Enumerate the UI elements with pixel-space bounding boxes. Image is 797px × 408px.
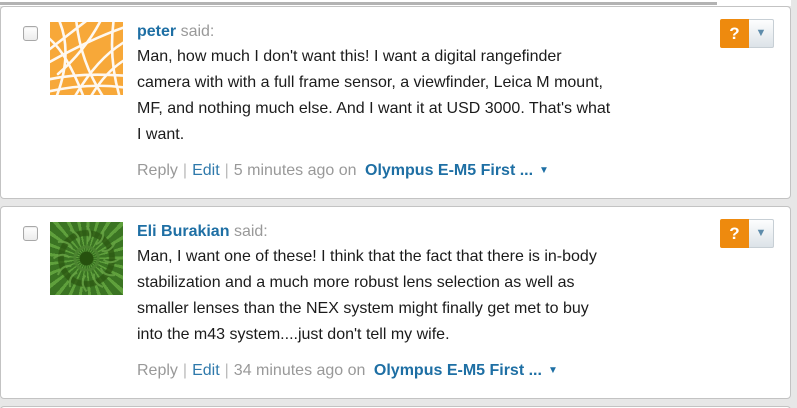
on-label: on <box>347 362 366 379</box>
caret-down-icon: ▼ <box>547 365 558 376</box>
comment-byline: Eli Burakian said: <box>137 221 597 243</box>
avatar <box>50 22 123 95</box>
edit-link[interactable]: Edit <box>192 362 220 379</box>
moderation-actions: ? ▼ <box>720 219 774 248</box>
on-label: on <box>338 162 357 179</box>
green-swirl-identicon-image <box>52 224 121 293</box>
separator: | <box>182 162 188 179</box>
comment-card-inner: peter said: Man, how much I don't want t… <box>1 7 790 198</box>
actions-dropdown-button[interactable]: ▼ <box>749 19 774 48</box>
avatar <box>50 222 123 295</box>
author-link[interactable]: Eli Burakian <box>137 223 230 240</box>
comment-byline: peter said: <box>137 21 610 43</box>
separator: | <box>224 362 229 379</box>
separator: | <box>224 162 229 179</box>
flag-button[interactable]: ? <box>720 219 749 248</box>
caret-down-icon: ▼ <box>755 27 767 39</box>
flag-button[interactable]: ? <box>720 19 749 48</box>
select-comment-checkbox[interactable] <box>23 26 38 41</box>
comment-footer: Reply | Edit | 34 minutes ago on Olympus E-M… <box>137 360 597 384</box>
comment-body: Man, I want one of these! I think that t… <box>137 248 597 343</box>
separator: | <box>182 362 188 379</box>
timestamp: 34 minutes ago <box>233 362 344 379</box>
thread-link[interactable]: Olympus E-M5 First ... ▼ <box>365 162 549 179</box>
select-comment-checkbox[interactable] <box>23 226 38 241</box>
comment-body: Man, how much I don't want this! I want … <box>137 48 611 143</box>
comment-card: Eli Burakian said: Man, I want one of th… <box>0 206 791 399</box>
said-label: said: <box>233 223 268 240</box>
edit-link[interactable]: Edit <box>192 162 220 179</box>
caret-down-icon: ▼ <box>539 165 549 176</box>
actions-dropdown-button[interactable]: ▼ <box>749 219 774 248</box>
moderation-actions: ? ▼ <box>720 19 774 48</box>
thread-title: Olympus E-M5 First ... <box>365 162 534 179</box>
previous-card-bottom-edge <box>0 2 717 5</box>
author-link[interactable]: peter <box>137 23 177 40</box>
thread-link[interactable]: Olympus E-M5 First ... ▼ <box>374 362 558 379</box>
comment-card-inner: Eli Burakian said: Man, I want one of th… <box>1 207 790 398</box>
comment-footer: Reply | Edit | 5 minutes ago on Olympus E-M5… <box>137 160 610 184</box>
comment-list: peter said: Man, how much I don't want t… <box>0 6 791 408</box>
reply-link[interactable]: Reply <box>137 362 178 379</box>
reply-link[interactable]: Reply <box>137 162 178 179</box>
comment-card: peter said: Man, how much I don't want t… <box>0 6 791 199</box>
caret-down-icon: ▼ <box>755 227 767 239</box>
said-label: said: <box>180 23 215 40</box>
thread-title: Olympus E-M5 First ... <box>373 362 542 379</box>
comment-content: Eli Burakian said: Man, I want one of th… <box>137 221 597 384</box>
timestamp: 5 minutes ago <box>233 162 335 179</box>
orange-net-identicon-image <box>50 22 123 95</box>
comment-content: peter said: Man, how much I don't want t… <box>137 21 610 184</box>
